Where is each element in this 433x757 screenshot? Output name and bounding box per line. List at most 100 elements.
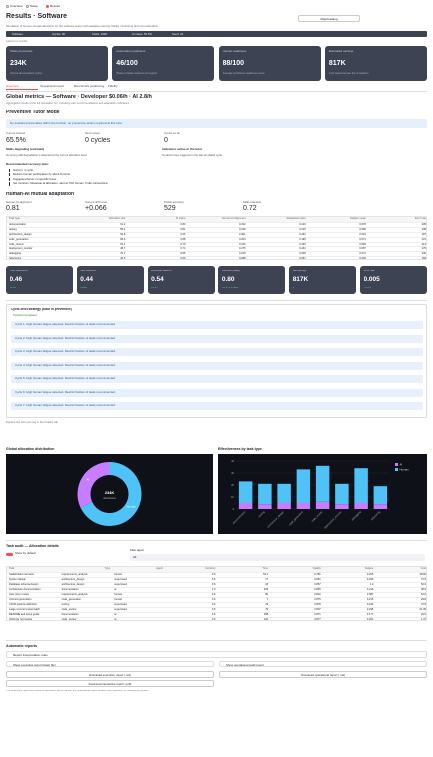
tab[interactable]: Overview	[6, 85, 38, 90]
kpi-value: 46/100	[116, 60, 138, 67]
slice-label: AI	[87, 477, 90, 481]
table-cell: 0.79	[127, 241, 188, 247]
page-title: Results · Software	[6, 13, 68, 20]
x-tick-label: refactoring	[370, 509, 382, 521]
x-tick-label: code_review	[310, 510, 323, 523]
kpi-label: Human readiness	[222, 50, 247, 53]
radio-dot[interactable]	[46, 5, 49, 8]
table-header: Task	[7, 567, 60, 572]
y-tick-label: 0	[233, 507, 235, 511]
radio-label[interactable]: Results	[50, 4, 61, 8]
table-cell: 0.288	[187, 256, 248, 259]
table-cell: 120	[217, 617, 271, 620]
radio-dot[interactable]	[6, 5, 9, 8]
metric-value: 65.5%	[6, 136, 26, 144]
header-button[interactable]: Map/Catalog	[298, 15, 360, 22]
metric-label: Next review	[85, 132, 100, 135]
table-cell: 0.215	[247, 226, 308, 232]
table-cell: 1.37	[375, 617, 426, 620]
tab[interactable]: Benchmark positioning	[74, 85, 105, 88]
expander[interactable]: Report interpretation rules	[6, 651, 427, 658]
x-tick-label: code_generation	[288, 509, 305, 526]
table-cell: supervised	[112, 602, 165, 607]
bar	[315, 501, 330, 509]
table-cell: 0.6	[164, 617, 218, 620]
kpi-note: Across all simulated cycles	[10, 72, 43, 75]
button[interactable]: Show executive report (basic file)	[6, 661, 214, 667]
table-cell: architecture_design	[59, 577, 113, 582]
table-cell: 0.845	[270, 587, 323, 592]
toggle[interactable]	[6, 552, 13, 557]
metric-label: Profile accuracy	[164, 200, 184, 204]
table-cell: 0.877	[270, 617, 323, 620]
stat-card: Trust calibration 0.46 +0.02	[6, 266, 73, 294]
section-title: Task audit — Allocation details	[6, 544, 59, 548]
download-button[interactable]: Download operational report (.md)	[219, 671, 427, 678]
section-title: Human-AI mutual adaptation	[6, 192, 75, 197]
table-cell: code_review	[7, 241, 68, 247]
radio-label[interactable]: Setup	[30, 4, 38, 8]
table-cell: 0.301	[187, 231, 248, 237]
table-cell: 0.251	[247, 256, 308, 259]
table-cell: requirements_analysis	[59, 592, 113, 597]
select[interactable]: All	[130, 554, 425, 561]
bar	[296, 503, 311, 509]
metric-value: 0 cycles	[85, 136, 111, 144]
metric-value: 529	[164, 205, 176, 212]
pie-slice	[77, 462, 110, 508]
chart-title: Global allocation distribution	[6, 447, 55, 451]
table-cell: 51.0	[375, 592, 426, 597]
table-header: Certainty	[164, 567, 218, 572]
tab[interactable]: Operational report	[40, 85, 65, 88]
info-box: No sustained anomalies within the horizo…	[6, 119, 427, 128]
table-cell: 1.0	[322, 582, 376, 587]
table-cell: 0.248	[187, 226, 248, 232]
table-cell: supervised	[112, 582, 165, 587]
table-cell: 0.807	[270, 607, 323, 612]
tab[interactable]: Fidelity	[108, 85, 118, 88]
table-cell: code_review	[59, 607, 113, 612]
table-cell: 0.290	[322, 577, 376, 582]
table-cell: architecture_design	[59, 582, 113, 587]
table-cell: Unit test generation	[7, 597, 60, 602]
table-cell: 1.0	[164, 587, 218, 592]
legend-swatch	[395, 463, 398, 466]
chart: 0 10 20 30 40 documentation testing architectur…	[218, 454, 427, 534]
table-cell: 0.295	[322, 607, 376, 612]
table-cell: 20.5	[375, 612, 426, 617]
center-sub: decisions	[103, 496, 116, 500]
table-cell: 0.071	[307, 236, 368, 242]
table-cell: 209	[217, 587, 271, 592]
bullet: Horizon: 1 cycle.	[9, 168, 409, 172]
table-cell: Architecture documentation	[7, 587, 60, 592]
toggle-label: Show by default	[15, 552, 36, 556]
bar	[335, 504, 349, 509]
table-cell: 0.232	[187, 221, 248, 227]
table-cell: 0.093	[307, 256, 368, 259]
table-cell: 0.6	[164, 597, 218, 602]
expander-title[interactable]: Cycle-level strategy (tutor in preventiv…	[11, 307, 72, 311]
table-cell: 0.83	[127, 221, 188, 227]
bar	[277, 503, 291, 509]
radio-label[interactable]: Overview	[10, 4, 23, 8]
metric-label: Current AI level	[6, 132, 26, 135]
bar	[296, 469, 311, 503]
column-text: No alerts have triggered in the last sim…	[162, 153, 223, 157]
column-text: No strong skill degradation is detected …	[6, 153, 88, 157]
bar	[277, 483, 291, 503]
table-cell: 169	[367, 256, 426, 259]
expander: Cycle-level strategy (tutor in preventiv…	[6, 304, 427, 418]
download-button[interactable]: Download executive report (.md)	[6, 671, 214, 678]
table-cell: 0.082	[307, 226, 368, 232]
download-button[interactable]: Download interactive report (.pdf)	[6, 680, 214, 687]
table-cell: 0.781	[270, 572, 323, 577]
radio-dot[interactable]	[26, 5, 29, 8]
table-cell: documentation	[7, 221, 68, 227]
section-title: Global metrics — Software · Developer $0…	[6, 94, 152, 100]
footer-note: Explore the full cycle log in the Fideli…	[6, 421, 59, 424]
table: Task Type Agent Certainty Time Quality Fatigue…	[6, 566, 427, 621]
status-item: AI share: 65.5%	[132, 32, 152, 36]
button[interactable]: Show operational audit report	[219, 661, 427, 667]
table-cell: 0.078	[307, 221, 368, 227]
